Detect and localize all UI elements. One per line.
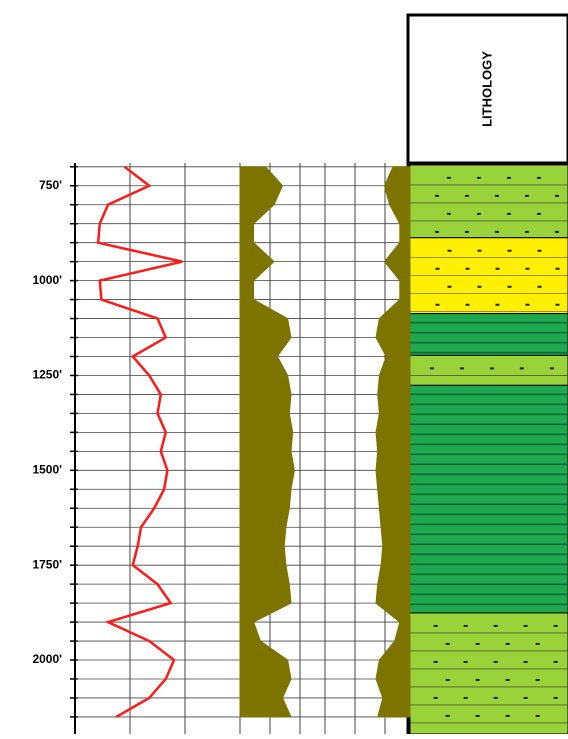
y-tick-label: 1000' (32, 273, 62, 287)
dot (446, 715, 450, 717)
dot (477, 250, 481, 252)
y-tick-label: 2000' (32, 652, 62, 666)
dot (435, 304, 439, 306)
y-tick-label: 1500' (32, 462, 62, 476)
dot (464, 625, 468, 627)
dot (447, 213, 451, 215)
dot (536, 643, 540, 645)
dot (525, 268, 529, 270)
dot (506, 715, 510, 717)
dot (506, 643, 510, 645)
dot (495, 304, 499, 306)
dot (525, 231, 529, 233)
dot (464, 661, 468, 663)
page: LITHOLOGY 750'1000'1250'1500'1750'2000' … (0, 0, 568, 739)
dot (477, 177, 481, 179)
dot (537, 286, 541, 288)
dot (506, 679, 510, 681)
dot (434, 661, 438, 663)
dot (537, 213, 541, 215)
dot (524, 697, 528, 699)
dot (490, 367, 494, 369)
dot (447, 177, 451, 179)
dot (507, 286, 511, 288)
dot (446, 643, 450, 645)
dot (465, 231, 469, 233)
dot (495, 195, 499, 197)
dot (507, 250, 511, 252)
dot (465, 195, 469, 197)
dot (536, 715, 540, 717)
dot (525, 304, 529, 306)
dot (435, 268, 439, 270)
log-fill (240, 167, 294, 717)
dot (476, 715, 480, 717)
dot (465, 268, 469, 270)
dot (524, 625, 528, 627)
dot (537, 250, 541, 252)
dot (435, 195, 439, 197)
lithology-interval (410, 355, 568, 385)
dot (555, 231, 559, 233)
dot (465, 304, 469, 306)
lithology-title: LITHOLOGY (479, 51, 494, 127)
log-fill (376, 167, 410, 717)
dot (554, 697, 558, 699)
dot (525, 195, 529, 197)
dot (477, 286, 481, 288)
dot (554, 661, 558, 663)
y-tick-label: 1250' (32, 368, 62, 382)
dot (447, 250, 451, 252)
dot (460, 367, 464, 369)
dot (494, 661, 498, 663)
dot (520, 367, 524, 369)
dot (550, 367, 554, 369)
dot (536, 679, 540, 681)
y-tick-label: 1750' (32, 557, 62, 571)
dot (524, 661, 528, 663)
dot (446, 679, 450, 681)
dot (507, 177, 511, 179)
dot (476, 679, 480, 681)
dot (495, 268, 499, 270)
dot (464, 697, 468, 699)
dot (495, 231, 499, 233)
lithology-interval (410, 613, 568, 734)
dot (494, 625, 498, 627)
dot (555, 268, 559, 270)
lithology-interval (410, 314, 568, 356)
y-tick-label: 750' (39, 178, 62, 192)
lithology-interval (410, 385, 568, 613)
log-curve (98, 167, 182, 717)
dot (476, 643, 480, 645)
dot (434, 625, 438, 627)
dot (494, 697, 498, 699)
dot (554, 625, 558, 627)
dot (435, 231, 439, 233)
dot (434, 697, 438, 699)
dot (430, 367, 434, 369)
lithology-interval (410, 165, 568, 238)
dot (447, 286, 451, 288)
chart: LITHOLOGY 750' 1000' 1250' 1500' 1750' 2000' (0, 0, 568, 734)
dot (555, 195, 559, 197)
dot (477, 213, 481, 215)
dot (555, 304, 559, 306)
dot (537, 177, 541, 179)
dot (507, 213, 511, 215)
